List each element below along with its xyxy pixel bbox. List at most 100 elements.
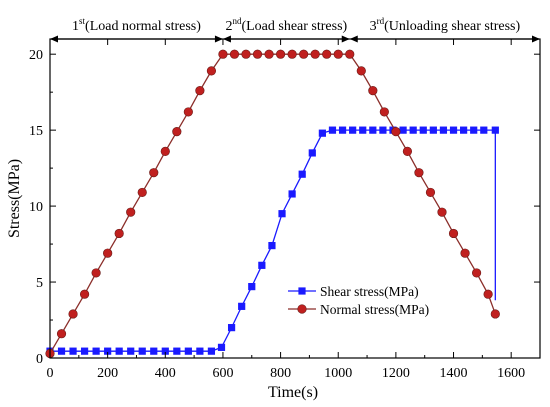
series-line [50,129,496,352]
data-point [345,49,355,59]
data-point [79,289,90,299]
x-tick-label: 400 [155,366,176,381]
phase-label: 3rd(Unloading shear stress) [370,16,521,34]
x-tick-label: 1600 [497,366,525,381]
data-point [437,207,447,217]
data-point [379,126,387,134]
legend-item: Shear stress(MPa) [288,284,419,299]
data-point [268,241,276,250]
data-point [379,107,389,117]
data-point [138,347,146,355]
data-point [137,187,147,198]
data-point [56,329,67,339]
data-point [369,126,377,134]
data-point [349,126,357,134]
x-axis-title: Time(s) [268,384,318,401]
data-point [278,210,286,218]
data-point [173,347,181,355]
data-point [490,309,500,319]
data-point [115,347,123,355]
legend-marker [298,287,306,295]
legend: Shear stress(MPa) Normal stress(MPa) [288,284,429,317]
x-tick-label: 800 [270,366,291,381]
data-point [217,343,226,351]
legend-item: Normal stress(MPa) [288,302,429,317]
x-tick-label: 200 [97,366,118,381]
legend-marker [297,304,307,314]
data-point [409,126,417,134]
data-point [471,268,482,278]
data-point [68,309,78,319]
data-point [172,127,182,137]
data-point [429,126,437,134]
phase-label: 1st(Load normal stress) [72,16,201,34]
series-normal-stress [45,49,500,359]
data-point [399,126,407,134]
data-point [258,261,266,269]
data-point [480,126,488,134]
data-point [161,347,169,355]
x-tick-label: 1200 [382,366,410,381]
y-tick-label: 15 [29,124,43,139]
data-point [196,347,204,355]
data-point [103,248,113,258]
data-point [150,347,158,355]
data-point [69,347,77,355]
data-point [206,66,217,76]
data-point [425,187,436,198]
data-point [114,228,124,239]
x-tick-label: 0 [47,366,54,381]
data-point [368,86,378,96]
axes: 0 200 400 600 800 1000 1200 1400 1600 0 5 10 15 20 Tim… [6,38,541,401]
data-point [91,268,101,278]
data-point [402,146,413,157]
data-point [449,126,458,134]
data-point [448,228,459,239]
data-point [195,86,205,96]
data-point [460,126,468,134]
y-tick-label: 10 [29,200,43,215]
data-point [160,146,170,157]
data-point [248,283,256,291]
data-point [322,49,332,59]
data-point [183,107,193,117]
data-point [318,129,326,137]
x-tick-label: 1400 [440,366,468,381]
y-tick-label: 0 [36,352,43,367]
data-point [126,207,136,217]
data-point [104,347,112,355]
data-point [229,49,240,59]
data-point [287,49,297,59]
y-tick-label: 5 [36,276,43,291]
data-point [57,347,66,355]
data-point [238,302,246,310]
data-point [460,248,470,258]
data-point [483,289,493,299]
data-point [491,126,499,134]
y-axis-title: Stress(MPa) [6,159,23,238]
data-point [419,126,427,134]
data-point [218,49,228,59]
data-point [92,347,100,355]
legend-label: Shear stress(MPa) [320,284,419,299]
phase-label: 2nd(Load shear stress) [225,16,347,34]
data-point [149,168,159,178]
plot-frame [49,38,541,359]
data-point [298,170,306,178]
data-point [184,347,192,355]
x-tick-label: 1000 [324,366,352,381]
data-point [207,347,216,355]
x-tick-label: 600 [212,366,233,381]
data-point [439,126,448,134]
data-point [275,49,286,59]
legend-label: Normal stress(MPa) [320,302,429,317]
data-point [359,126,367,134]
data-point [308,149,316,157]
series-group [45,49,500,359]
data-point [333,49,343,59]
data-point [338,126,347,134]
data-point [391,127,401,137]
series-line [49,53,496,354]
data-point [264,49,274,59]
